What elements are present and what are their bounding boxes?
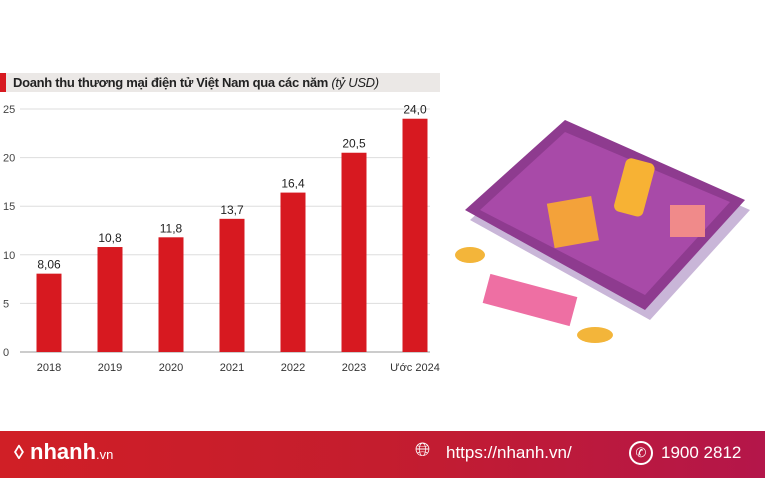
x-tick-label: 2022 — [281, 362, 305, 374]
bar — [219, 218, 245, 352]
bar — [341, 152, 367, 352]
brand-suffix: .vn — [96, 447, 114, 462]
x-tick-label: Ước 2024 — [390, 362, 440, 374]
bar — [36, 273, 62, 352]
x-tick-label: 2020 — [159, 362, 183, 374]
nhanh-logo[interactable]: ◊ nhanh.vn — [14, 439, 114, 464]
globe-icon: 🌐︎ — [415, 440, 431, 461]
bar — [97, 247, 123, 352]
chart-unit: (tỷ USD) — [331, 75, 379, 90]
bar — [402, 118, 428, 352]
data-label: 11,8 — [160, 221, 183, 235]
x-tick-label: 2023 — [342, 362, 366, 374]
bar — [280, 192, 306, 352]
data-label: 20,5 — [342, 137, 366, 151]
footer-bar: ◊ nhanh.vn 🌐︎ https://nhanh.vn/ ✆ 1900 2… — [0, 431, 765, 478]
data-label: 24,0 — [403, 103, 427, 117]
y-tick-label: 0 — [3, 347, 9, 359]
x-tick-label: 2019 — [98, 362, 122, 374]
phone-number[interactable]: 1900 2812 — [661, 443, 742, 462]
chart-title-bar — [0, 73, 440, 92]
y-tick-label: 15 — [3, 201, 15, 213]
ecommerce-illustration — [455, 120, 750, 343]
data-label: 13,7 — [220, 203, 244, 217]
phone-icon: ✆ — [629, 441, 653, 465]
bar — [158, 237, 184, 352]
y-tick-label: 5 — [3, 298, 9, 310]
chart-title-text: Doanh thu thương mại điện tử Việt Nam qu… — [13, 75, 329, 90]
y-tick-label: 10 — [3, 250, 15, 262]
data-label: 8,06 — [37, 258, 61, 272]
chart-title: Doanh thu thương mại điện tử Việt Nam qu… — [13, 75, 379, 90]
y-tick-label: 20 — [3, 153, 15, 165]
y-tick-label: 25 — [3, 104, 15, 116]
x-tick-label: 2021 — [220, 362, 244, 374]
brand-name: nhanh — [30, 439, 97, 464]
x-tick-label: 2018 — [37, 362, 61, 374]
bar-chart: 0 5 10 15 20 25 8,06 2018 10,8 2019 11,8 2020 13,7 20… — [3, 103, 440, 374]
data-label: 16,4 — [281, 177, 305, 191]
data-label: 10,8 — [98, 231, 122, 245]
website-link[interactable]: https://nhanh.vn/ — [446, 443, 572, 462]
title-accent — [0, 73, 6, 92]
